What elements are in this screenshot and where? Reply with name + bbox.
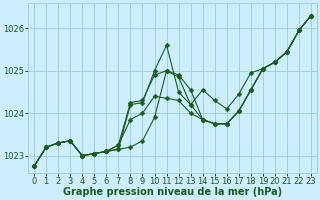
X-axis label: Graphe pression niveau de la mer (hPa): Graphe pression niveau de la mer (hPa) — [63, 187, 282, 197]
